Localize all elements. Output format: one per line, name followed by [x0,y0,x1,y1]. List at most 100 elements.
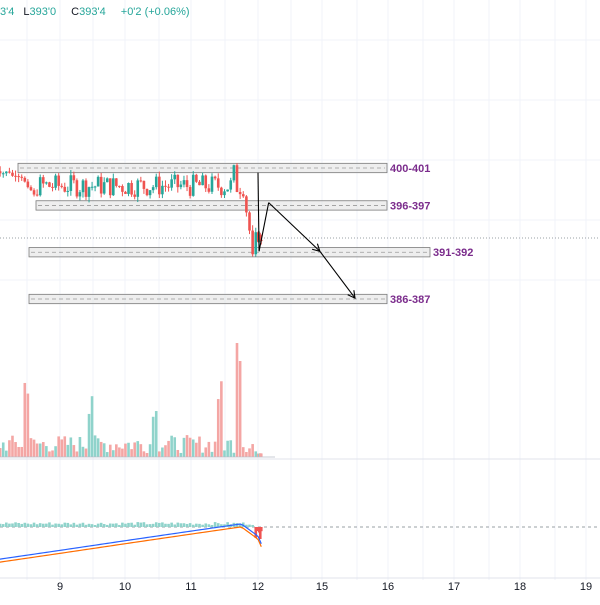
macd-histogram-bar [102,524,106,527]
volume-bar [1,442,5,457]
candle [226,189,229,192]
x-tick-label: 19 [580,581,592,593]
macd-histogram-bar [72,522,76,527]
candle [115,178,118,186]
candle [139,180,143,182]
macd-histogram-bar [93,524,97,527]
macd-histogram-bar [29,524,33,527]
macd-histogram-bar [198,523,201,527]
macd-histogram-bar [173,524,177,527]
candle [102,182,106,194]
candle [108,178,112,196]
volume-bar [112,450,115,457]
candle [78,192,82,197]
volume-bar [11,435,14,457]
macd-histogram-bar [11,523,14,527]
candle [127,182,130,194]
volume-bar [167,440,170,457]
candle [182,180,186,185]
volume-bar [108,444,112,457]
candle [20,176,24,178]
candle [93,186,97,188]
macd-histogram-bar [115,523,118,527]
volume-bar [87,413,91,457]
macd-histogram-bar [45,523,48,527]
volume-bar [105,452,109,457]
volume-bar [226,440,229,457]
zone-label-386-387: 386-387 [390,294,430,306]
volume-bar [164,445,167,457]
volume-bar [5,450,8,457]
candle [204,175,208,189]
macd-histogram-bar [207,524,211,527]
zone-label-396-397: 396-397 [390,200,430,212]
zone-label-391-392: 391-392 [433,247,473,259]
macd-histogram-bar [185,523,189,527]
macd-histogram-bar [35,524,39,527]
volume-bar [176,449,180,457]
volume-bar [182,437,186,457]
volume-bar [161,447,164,457]
volume-bar [38,443,42,457]
candle [118,185,121,187]
macd-histogram-bar [158,522,161,527]
zone-label-400-401: 400-401 [390,163,430,175]
x-tick-label: 18 [514,581,526,593]
change-value: +0'2 (+0.06%) [120,6,190,18]
projection-segment[interactable] [319,250,356,299]
volume-bar [210,451,214,457]
volume-bar [223,450,226,457]
candle [161,185,164,195]
low-value: 393'0 [29,6,57,18]
macd-histogram-bar [60,524,64,527]
volume-bar [185,435,189,457]
open-value: 3'4 [0,6,15,18]
macd-histogram-bar [204,523,208,527]
macd-histogram-bar [179,523,183,527]
projection-segment[interactable] [268,202,321,252]
macd-histogram-bar [108,523,112,527]
ohlc-readout: 3'4 L393'0 C393'4 +0'2 (+0.06%) [0,6,196,18]
volume-bar [259,453,263,457]
macd-histogram-bar [41,523,45,527]
candle [207,188,211,192]
candle [195,174,198,182]
candle [136,180,140,197]
volume-bar [204,447,208,457]
candle [57,175,60,186]
candle [14,175,17,177]
macd-histogram-bar [210,524,214,527]
volume-bar [179,452,183,457]
macd-histogram-bar [182,523,186,527]
macd-histogram-bar [32,522,36,527]
candle [51,186,54,188]
macd-histogram-bar [17,522,20,527]
volume-bar [8,440,11,457]
projection-segment[interactable] [258,202,270,252]
x-tick-label: 11 [185,581,196,593]
macd-histogram-bar [38,523,42,527]
macd-histogram-bar [121,522,124,527]
macd-histogram-bar [0,523,2,527]
volume-bar [136,441,140,457]
volume-bar [238,361,242,457]
candle [232,165,236,181]
volume-bar [35,443,39,457]
macd-histogram-bar [145,524,149,527]
candle [105,178,109,183]
candle [84,180,88,197]
candle [5,171,8,174]
x-tick-label: 12 [252,581,264,593]
macd-histogram-bar [161,522,164,527]
candle [72,175,76,181]
macd-histogram-bar [105,524,109,527]
x-tick-label: 10 [119,581,131,593]
zone-396-397[interactable] [35,200,388,211]
macd-line [0,523,262,560]
candle [220,187,223,196]
projection-segment[interactable] [257,172,260,252]
macd-histogram-bar [75,524,79,527]
macd-histogram-bar [96,523,100,527]
